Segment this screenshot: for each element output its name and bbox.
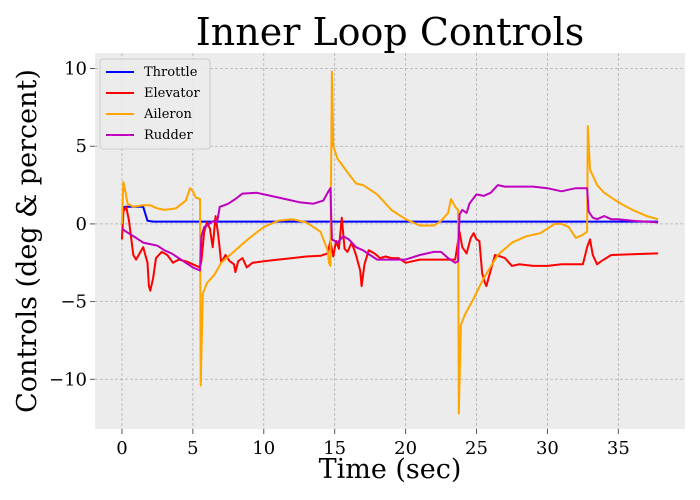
x-tick-label: 20	[394, 438, 417, 459]
x-axis-label: Time (sec)	[319, 454, 462, 485]
series-line-rudder	[121, 184, 659, 272]
x-tick-label: 25	[465, 438, 488, 459]
plot-content	[120, 70, 659, 415]
x-tick-label: 35	[607, 438, 630, 459]
legend-label: Rudder	[144, 128, 193, 143]
y-axis-label: Controls (deg & percent)	[12, 69, 43, 413]
legend-label: Elevator	[144, 86, 200, 101]
x-tick-label: 10	[252, 438, 275, 459]
x-tick-label: 0	[116, 438, 127, 459]
x-tick-label: 15	[323, 438, 346, 459]
y-tick-label: 5	[76, 136, 87, 157]
x-tick-label: 5	[187, 438, 198, 459]
legend-label: Throttle	[144, 65, 198, 80]
y-tick-label: 10	[64, 59, 87, 80]
series-line-throttle	[121, 205, 659, 223]
series-line-aileron	[120, 70, 659, 415]
series-line-elevator	[120, 205, 659, 292]
y-tick-label: −5	[60, 292, 87, 313]
chart-title: Inner Loop Controls	[196, 10, 584, 54]
y-tick-label: 0	[76, 214, 87, 235]
x-tick-label: 30	[536, 438, 559, 459]
legend: Throttle Elevator Aileron Rudder	[99, 58, 211, 150]
legend-box	[99, 58, 211, 150]
legend-label: Aileron	[143, 107, 192, 122]
tick-labels: 0 5 10 15 20 25 30 35 −10 −5 0 5 10	[49, 59, 630, 459]
y-tick-label: −10	[49, 369, 87, 390]
